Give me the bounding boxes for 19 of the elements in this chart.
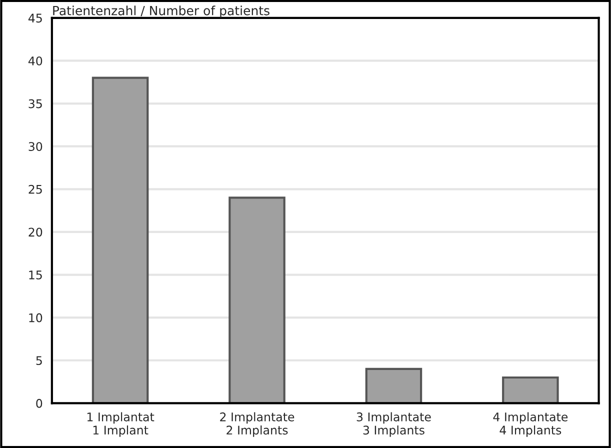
y-tick-label: 25: [28, 184, 42, 194]
y-tick-label: 40: [28, 56, 42, 66]
y-tick-label: 5: [36, 356, 42, 366]
y-tick-label: 45: [28, 14, 42, 23]
chart-title: Patientenzahl / Number of patients: [53, 6, 270, 18]
x-tick-label: 2 Implantate 2 Implants: [220, 412, 294, 437]
bar: [228, 196, 286, 404]
y-tick-label: 15: [29, 270, 42, 280]
x-tick-label: 3 Implantate 3 Implants: [356, 412, 431, 437]
x-tick-label: 4 Implantate 4 Implants: [493, 412, 568, 437]
y-tick-label: 30: [28, 142, 42, 151]
bar: [502, 376, 559, 404]
y-tick-label: 35: [28, 99, 42, 108]
y-tick-label: 20: [28, 228, 42, 237]
bar: [365, 368, 422, 404]
bar: [92, 76, 149, 404]
x-tick-label: 1 Implantat 1 Implant: [87, 412, 154, 437]
y-tick-label: 0: [36, 398, 42, 408]
y-tick-label: 10: [29, 313, 42, 322]
